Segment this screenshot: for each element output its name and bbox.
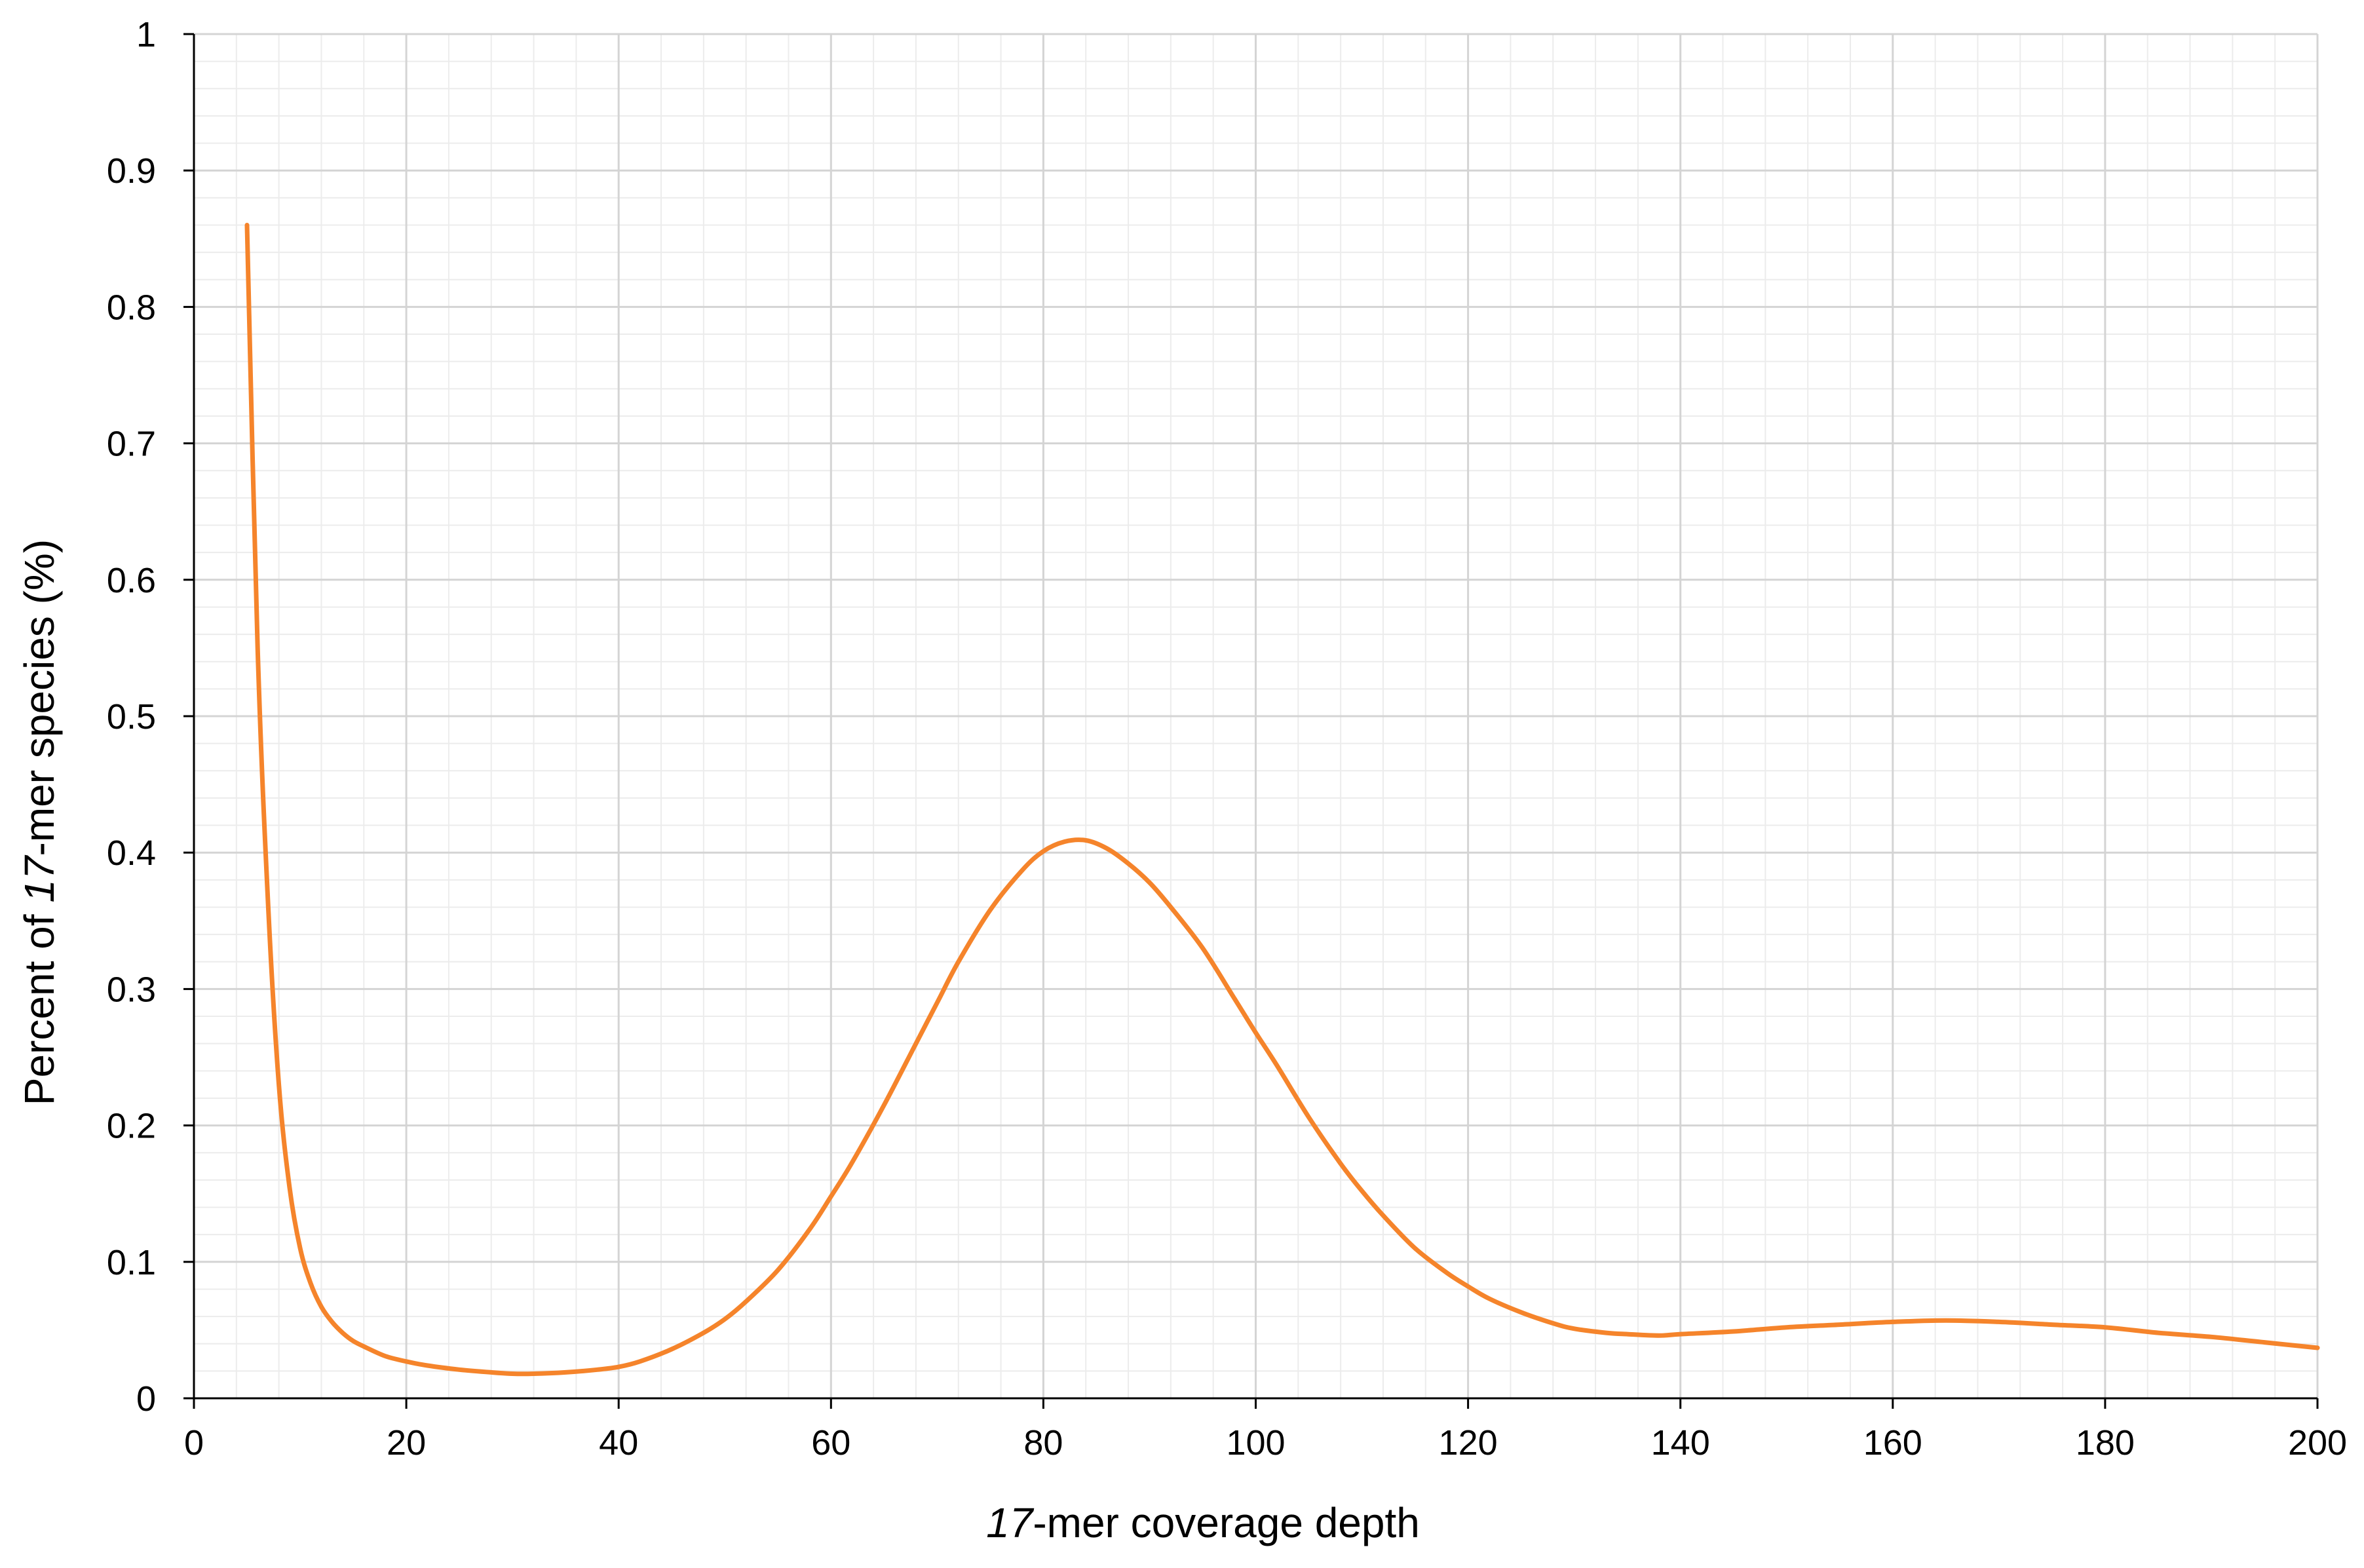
x-axis-title: 17-mer coverage depth bbox=[986, 1499, 1420, 1546]
x-tick-label: 40 bbox=[599, 1423, 638, 1463]
y-tick-label: 0.6 bbox=[107, 561, 156, 600]
y-tick-label: 0.2 bbox=[107, 1107, 156, 1146]
x-tick-label: 100 bbox=[1226, 1423, 1285, 1463]
y-axis-title-rest: -mer species (%) bbox=[16, 539, 63, 856]
y-tick-label: 0.5 bbox=[107, 697, 156, 736]
x-tick-label: 160 bbox=[1863, 1423, 1922, 1463]
y-axis-title-italic: 17 bbox=[16, 854, 63, 903]
y-tick-label: 0.9 bbox=[107, 151, 156, 191]
y-axis-title-prefix: Percent of bbox=[16, 903, 63, 1106]
y-tick-label: 1 bbox=[136, 15, 156, 54]
x-tick-label: 80 bbox=[1023, 1423, 1063, 1463]
x-axis-title-rest: -mer coverage depth bbox=[1033, 1499, 1420, 1546]
y-tick-label: 0.8 bbox=[107, 288, 156, 327]
x-tick-label: 0 bbox=[184, 1423, 204, 1463]
y-tick-label: 0 bbox=[136, 1379, 156, 1419]
y-tick-label: 0.3 bbox=[107, 970, 156, 1009]
x-tick-label: 60 bbox=[811, 1423, 850, 1463]
series-line-0 bbox=[244, 223, 2320, 1377]
x-tick-label: 140 bbox=[1651, 1423, 1710, 1463]
tick-labels: 0 20 40 60 80 100 120 140 160 180 200 0 0.1 0.2 0.3 0.4… bbox=[107, 15, 2347, 1463]
y-tick-label: 0.4 bbox=[107, 833, 156, 873]
axes bbox=[183, 33, 2319, 1409]
x-tick-label: 200 bbox=[2288, 1423, 2347, 1463]
x-tick-label: 180 bbox=[2076, 1423, 2135, 1463]
x-tick-label: 120 bbox=[1439, 1423, 1498, 1463]
x-axis-title-italic: 17 bbox=[986, 1499, 1035, 1546]
y-tick-label: 0.7 bbox=[107, 425, 156, 464]
grid bbox=[194, 33, 2319, 1398]
x-tick-label: 20 bbox=[387, 1423, 426, 1463]
y-tick-label: 0.1 bbox=[107, 1243, 156, 1282]
series-group bbox=[244, 223, 2320, 1377]
y-axis-title: Percent of 17-mer species (%) bbox=[16, 539, 63, 1105]
